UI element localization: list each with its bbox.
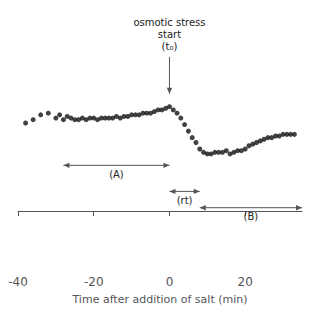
svg-text:-20: -20: [84, 275, 104, 289]
svg-text:(B): (B): [244, 211, 259, 222]
svg-text:(rt): (rt): [177, 195, 193, 206]
svg-text:(A): (A): [109, 169, 124, 180]
svg-text:osmotic stress: osmotic stress: [133, 17, 205, 28]
svg-text:-40: -40: [8, 275, 28, 289]
svg-text:20: 20: [238, 275, 253, 289]
svg-text:start: start: [158, 29, 181, 40]
svg-text:(t₀): (t₀): [162, 41, 178, 52]
svg-text:0: 0: [166, 275, 174, 289]
svg-text:Time after addition of salt (m: Time after addition of salt (min): [71, 293, 247, 306]
